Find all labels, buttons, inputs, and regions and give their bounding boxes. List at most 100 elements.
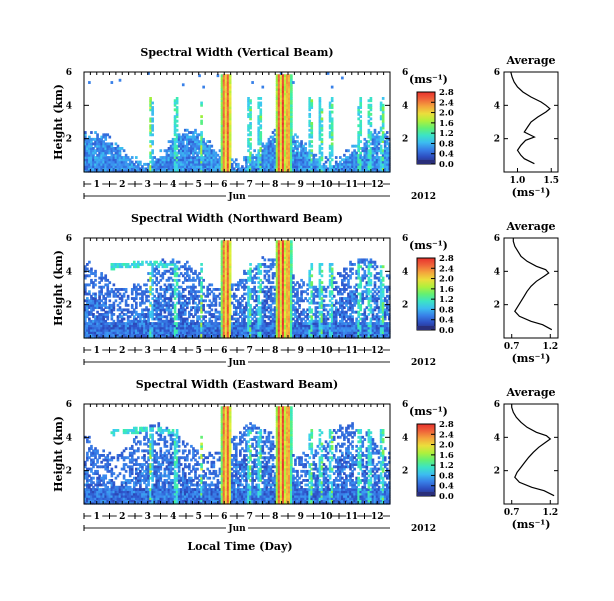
heatmap-cell xyxy=(263,269,267,273)
heatmap-cell xyxy=(228,112,232,116)
heatmap-cell xyxy=(306,162,309,166)
heatmap-cell xyxy=(210,158,214,162)
heatmap-cell xyxy=(171,162,175,166)
heatmap-cell xyxy=(234,169,238,173)
heatmap-cell xyxy=(163,297,167,300)
heatmap-cell xyxy=(173,333,177,337)
heatmap-cell xyxy=(86,165,89,169)
heatmap-cell xyxy=(304,153,307,157)
heatmap-cell xyxy=(312,162,316,166)
heatmap-cell xyxy=(181,162,185,166)
heatmap-cell xyxy=(281,258,285,262)
heatmap-cell xyxy=(328,106,332,109)
heatmap-cell xyxy=(277,103,281,107)
heatmap-cell xyxy=(208,310,212,314)
heatmap-cell xyxy=(381,103,385,107)
heatmap-cell xyxy=(247,165,250,169)
heatmap-cell xyxy=(359,133,363,137)
heatmap-cell xyxy=(228,133,232,137)
heatmap-cell xyxy=(200,285,203,289)
heatmap-cell xyxy=(149,290,152,294)
heatmap-cell xyxy=(190,162,193,166)
heatmap-cell xyxy=(118,319,122,323)
heatmap-cell xyxy=(359,151,363,155)
heatmap-cell xyxy=(263,165,267,169)
heatmap-cell xyxy=(320,128,324,132)
heatmap-cell xyxy=(147,272,150,275)
heatmap-cell xyxy=(249,276,252,280)
heatmap-cell xyxy=(261,331,265,335)
day-label-bg xyxy=(193,178,205,190)
heatmap-cell xyxy=(90,319,93,323)
heatmap-cell xyxy=(324,160,328,164)
heatmap-cell xyxy=(290,303,293,307)
heatmap-cell xyxy=(285,326,289,330)
heatmap-cell xyxy=(116,263,120,266)
heatmap-cell xyxy=(269,167,273,171)
heatmap-cell xyxy=(285,256,289,260)
heatmap-cell xyxy=(139,335,142,339)
heatmap-cell xyxy=(249,292,252,296)
heatmap-cell xyxy=(135,263,138,266)
heatmap-cell xyxy=(181,160,185,164)
heatmap-cell xyxy=(224,288,228,291)
heatmap-cell xyxy=(208,160,212,164)
heatmap-cell xyxy=(222,319,226,323)
heatmap-cell xyxy=(375,167,379,171)
heatmap-cell xyxy=(175,147,179,150)
heatmap-cell xyxy=(361,165,365,169)
heatmap-cell xyxy=(255,290,258,294)
heatmap-cell xyxy=(208,317,212,321)
heatmap-cell xyxy=(226,313,230,316)
heatmap-cell xyxy=(296,290,299,294)
heatmap-cell xyxy=(288,322,291,325)
heatmap-cell xyxy=(367,140,371,144)
heatmap-cell xyxy=(285,333,289,337)
heatmap-cell xyxy=(224,165,228,169)
heatmap-cell xyxy=(153,326,156,330)
heatmap-cell xyxy=(249,101,252,105)
heatmap-cell xyxy=(275,260,279,264)
heatmap-cell xyxy=(204,322,207,325)
heatmap-cell xyxy=(151,112,154,116)
heatmap-cell xyxy=(220,274,224,278)
heatmap-cell xyxy=(226,269,230,273)
heatmap-cell xyxy=(222,142,226,146)
heatmap-cell xyxy=(155,333,159,337)
heatmap-cell xyxy=(259,331,263,335)
heatmap-cell xyxy=(351,156,354,159)
heatmap-cell xyxy=(198,322,201,325)
heatmap-cell xyxy=(239,283,242,287)
heatmap-cell xyxy=(220,99,224,103)
heatmap-cell xyxy=(285,265,289,269)
heatmap-cell xyxy=(265,294,269,298)
heatmap-cell xyxy=(106,290,110,294)
heatmap-cell xyxy=(155,297,159,300)
heatmap-cell xyxy=(273,292,277,296)
heatmap-cell xyxy=(190,267,193,271)
heatmap-cell xyxy=(94,149,97,153)
heatmap-cell xyxy=(283,106,287,109)
heatmap-cell xyxy=(377,147,381,150)
heatmap-cell xyxy=(249,335,252,339)
heatmap-cell xyxy=(149,278,152,282)
heatmap-cell xyxy=(265,269,269,273)
heatmap-cell xyxy=(283,103,287,107)
heatmap-cell xyxy=(259,285,263,289)
heatmap-cell xyxy=(155,308,159,312)
heatmap-cell xyxy=(106,160,110,164)
heatmap-cell xyxy=(222,265,226,269)
heatmap-cell xyxy=(387,153,391,157)
heatmap-cell xyxy=(288,288,291,291)
heatmap-cell xyxy=(208,288,212,291)
heatmap-cell xyxy=(186,272,189,275)
heatmap-cell xyxy=(214,315,218,319)
heatmap-cell xyxy=(145,299,148,303)
heatmap-cell xyxy=(204,160,207,164)
heatmap-cell xyxy=(110,288,114,291)
day-tick-label: 1 xyxy=(94,180,100,190)
heatmap-cell xyxy=(169,272,173,275)
heatmap-cell xyxy=(381,167,385,171)
heatmap-cell xyxy=(304,142,307,146)
heatmap-cell xyxy=(90,313,93,316)
